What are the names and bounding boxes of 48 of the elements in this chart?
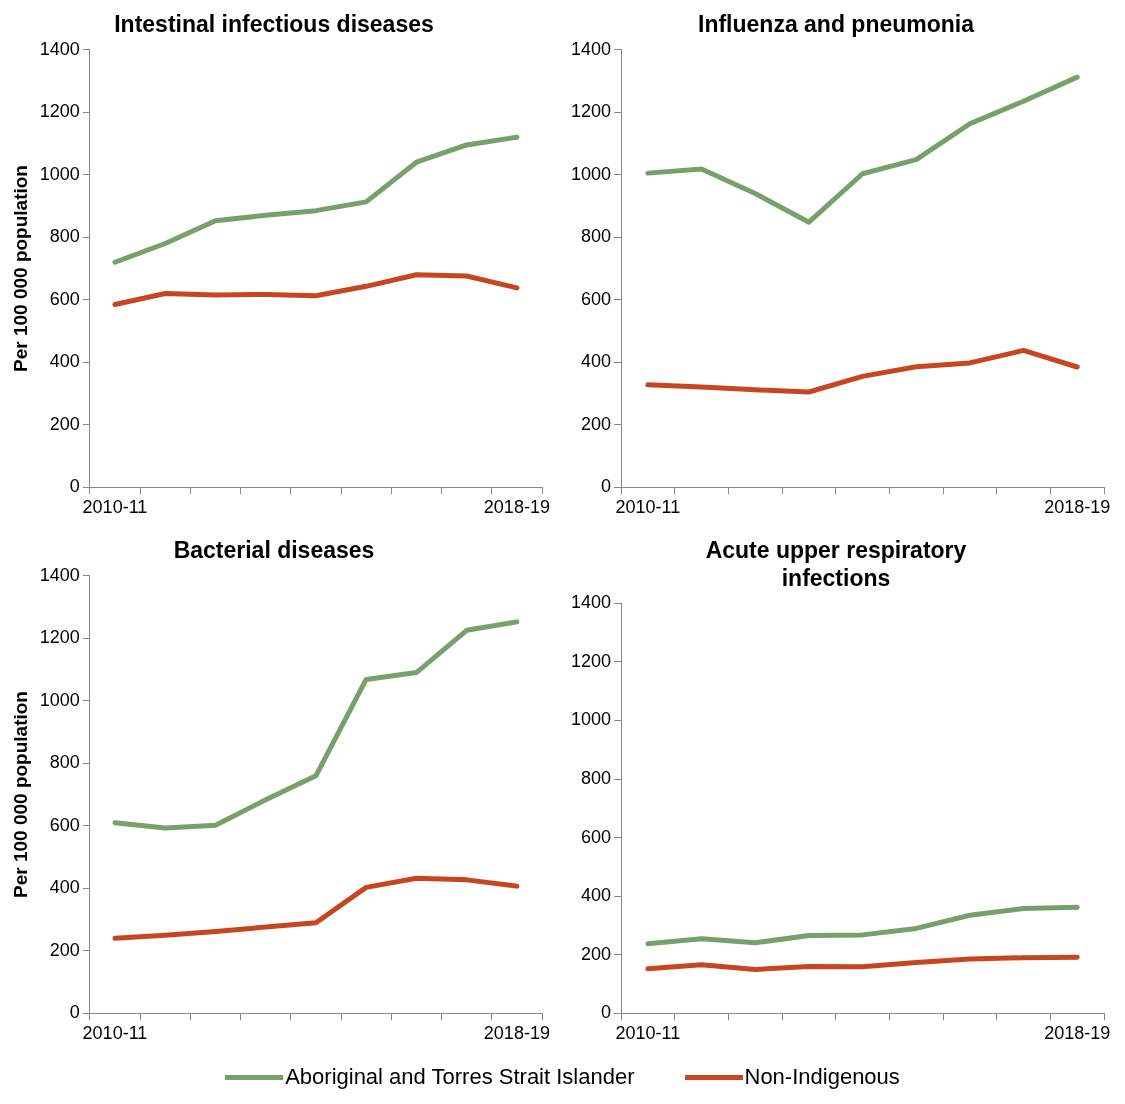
y-tick-label: 0 <box>601 476 612 497</box>
y-tick-label: 200 <box>581 943 612 964</box>
y-tick-label: 400 <box>49 351 80 372</box>
x-tick-label: 2010-11 <box>82 497 148 518</box>
x-tick-label: 2018-19 <box>1044 1023 1111 1044</box>
x-tick-label: 2010-11 <box>615 497 681 518</box>
y-tick-label: 200 <box>49 939 80 960</box>
y-tick-label: 1200 <box>39 627 80 648</box>
y-tick-label: 1200 <box>571 650 612 671</box>
y-tick-label: 1000 <box>571 163 612 184</box>
y-tick-label: 1400 <box>39 38 80 59</box>
y-tick-label: 1000 <box>571 709 612 730</box>
y-tick-label: 600 <box>581 288 612 309</box>
x-tick-label: 2018-19 <box>483 1023 550 1044</box>
chart-title: Intestinal infectious diseases <box>114 11 434 38</box>
x-tick-label: 2018-19 <box>1044 497 1111 518</box>
chart-title: Influenza and pneumonia <box>697 11 975 38</box>
y-tick-label: 600 <box>581 826 612 847</box>
y-tick-label: 800 <box>49 752 80 773</box>
y-tick-label: 1200 <box>571 101 612 122</box>
y-tick-label: 800 <box>49 226 80 247</box>
legend-label: Non-Indigenous <box>744 1064 900 1090</box>
y-tick-label: 400 <box>49 877 80 898</box>
x-tick-label: 2018-19 <box>483 497 550 518</box>
y-tick-label: 1000 <box>39 163 80 184</box>
chart-title: Bacterial diseases <box>173 537 375 564</box>
y-tick-label: 0 <box>69 1002 80 1023</box>
y-axis-title: Per 100 000 population <box>9 165 31 372</box>
y-tick-label: 1400 <box>571 592 612 613</box>
y-tick-label: 400 <box>581 351 612 372</box>
y-tick-label: 400 <box>581 885 612 906</box>
y-tick-label: 200 <box>581 413 612 434</box>
y-tick-label: 600 <box>49 288 80 309</box>
y-tick-label: 800 <box>581 226 612 247</box>
y-tick-label: 1200 <box>39 101 80 122</box>
y-tick-label: 1400 <box>571 38 612 59</box>
x-tick-label: 2010-11 <box>615 1023 681 1044</box>
y-axis-title: Per 100 000 population <box>9 691 31 898</box>
legend-label: Aboriginal and Torres Strait Islander <box>285 1064 635 1090</box>
chart-title: Acute upper respiratory infections <box>705 537 967 591</box>
y-tick-label: 600 <box>49 814 80 835</box>
y-tick-label: 800 <box>581 767 612 788</box>
y-tick-label: 0 <box>601 1002 612 1023</box>
y-tick-label: 1400 <box>39 564 80 585</box>
y-tick-label: 1000 <box>39 689 80 710</box>
y-tick-label: 200 <box>49 413 80 434</box>
x-tick-label: 2010-11 <box>82 1023 148 1044</box>
y-tick-label: 0 <box>69 476 80 497</box>
